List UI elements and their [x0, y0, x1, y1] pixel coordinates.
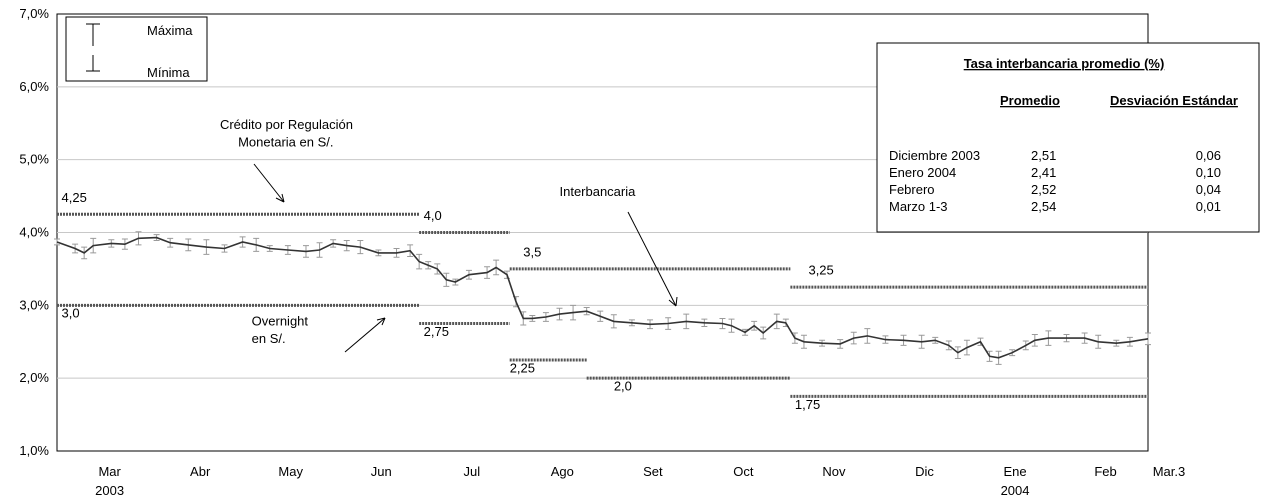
- stats-row-average: 2,41: [1031, 165, 1056, 180]
- stats-table: Tasa interbancaria promedio (%) Promedio…: [876, 42, 1260, 233]
- y-tick-label: 6,0%: [19, 79, 49, 94]
- x-tick-label: Jul: [463, 464, 480, 479]
- arrow-overnight: [344, 317, 386, 353]
- legend-max-label: Máxima: [147, 23, 193, 38]
- annotation-label: Crédito por Regulación: [220, 117, 353, 132]
- x-tick-label: Oct: [733, 464, 754, 479]
- y-tick-label: 2,0%: [19, 370, 49, 385]
- overnight-rate-value-label: 2,25: [510, 360, 535, 375]
- credit-rate-value-label: 3,25: [808, 263, 833, 278]
- stats-row-average: 2,54: [1031, 199, 1056, 214]
- x-tick-label: Ene: [1003, 464, 1026, 479]
- stats-table-rows: Diciembre 2003 2,51 0,06 Enero 2004 2,41 0,10…: [889, 148, 1221, 214]
- stats-row-stddev: 0,04: [1196, 182, 1221, 197]
- y-tick-label: 7,0%: [19, 6, 49, 21]
- x-tick-label: Set: [643, 464, 663, 479]
- x-tick-label: Mar.3: [1153, 464, 1186, 479]
- annotation-label: Interbancaria: [559, 184, 636, 199]
- annotation-label: Monetaria en S/.: [238, 135, 333, 150]
- x-tick-label: Jun: [371, 464, 392, 479]
- x-tick-label: Mar: [98, 464, 121, 479]
- y-tick-label: 1,0%: [19, 443, 49, 458]
- stats-header-stddev: Desviación Estándar: [1110, 93, 1238, 108]
- stats-table-title: Tasa interbancaria promedio (%): [964, 56, 1165, 71]
- y-tick-label: 5,0%: [19, 152, 49, 167]
- stats-row-label: Enero 2004: [889, 165, 956, 180]
- x-tick-label: Nov: [822, 464, 846, 479]
- stats-row-stddev: 0,01: [1196, 199, 1221, 214]
- arrow-credit-head: [275, 193, 285, 203]
- x-tick-label: Ago: [551, 464, 574, 479]
- credit-rate-value-label: 4,0: [424, 208, 442, 223]
- arrow-credit: [253, 163, 285, 203]
- x-axis-ticks: Mar 2003 Abr May Jun Jul Ago Set Oct Nov Dic Ene 200…: [95, 464, 1185, 498]
- x-tick-label-year: 2004: [1001, 483, 1030, 498]
- stats-row-stddev: 0,06: [1196, 148, 1221, 163]
- legend-min-glyph: [86, 55, 100, 72]
- x-tick-label: Dic: [915, 464, 934, 479]
- stats-row-average: 2,52: [1031, 182, 1056, 197]
- legend: Máxima Mínima: [65, 16, 208, 82]
- legend-max-glyph: [86, 23, 100, 46]
- stats-table-box: [876, 42, 1260, 233]
- legend-min-label: Mínima: [147, 65, 190, 80]
- arrow-interbank-head: [668, 296, 678, 307]
- annotation-label: Overnight: [252, 314, 309, 329]
- stats-row-label: Diciembre 2003: [889, 148, 980, 163]
- arrow-overnight-head: [376, 317, 386, 326]
- legend-box: [65, 16, 208, 82]
- stats-row-label: Febrero: [889, 182, 935, 197]
- y-tick-label: 3,0%: [19, 297, 49, 312]
- credit-rate-value-label: 4,25: [62, 190, 87, 205]
- stats-row-label: Marzo 1-3: [889, 199, 948, 214]
- overnight-rate-value-label: 1,75: [795, 397, 820, 412]
- corridor-lines: 4,25 4,0 3,5 3,25 3,0 2,75 2,25 2,0 1,75: [57, 190, 1148, 412]
- interbank-series: [54, 231, 1151, 365]
- overnight-rate-value-label: 2,75: [424, 324, 449, 339]
- stats-row-stddev: 0,10: [1196, 165, 1221, 180]
- overnight-rate-value-label: 2,0: [614, 379, 632, 394]
- stats-row-average: 2,51: [1031, 148, 1056, 163]
- y-tick-label: 4,0%: [19, 225, 49, 240]
- x-tick-label-year: 2003: [95, 483, 124, 498]
- arrow-interbank: [627, 211, 677, 307]
- arrows: [253, 163, 678, 353]
- x-tick-label: Abr: [190, 464, 211, 479]
- interbank-line: [56, 236, 1149, 359]
- y-axis-ticks: 1,0% 2,0% 3,0% 4,0% 5,0% 6,0% 7,0%: [19, 6, 49, 458]
- overnight-rate-value-label: 3,0: [62, 306, 80, 321]
- annotation-label: en S/.: [252, 331, 286, 346]
- annotations: Crédito por Regulación Monetaria en S/. In…: [220, 117, 636, 346]
- interbank-range-bar: [54, 238, 60, 246]
- x-tick-label: Feb: [1094, 464, 1116, 479]
- x-tick-label: May: [278, 464, 303, 479]
- stats-header-average: Promedio: [1000, 93, 1060, 108]
- credit-rate-value-label: 3,5: [523, 245, 541, 260]
